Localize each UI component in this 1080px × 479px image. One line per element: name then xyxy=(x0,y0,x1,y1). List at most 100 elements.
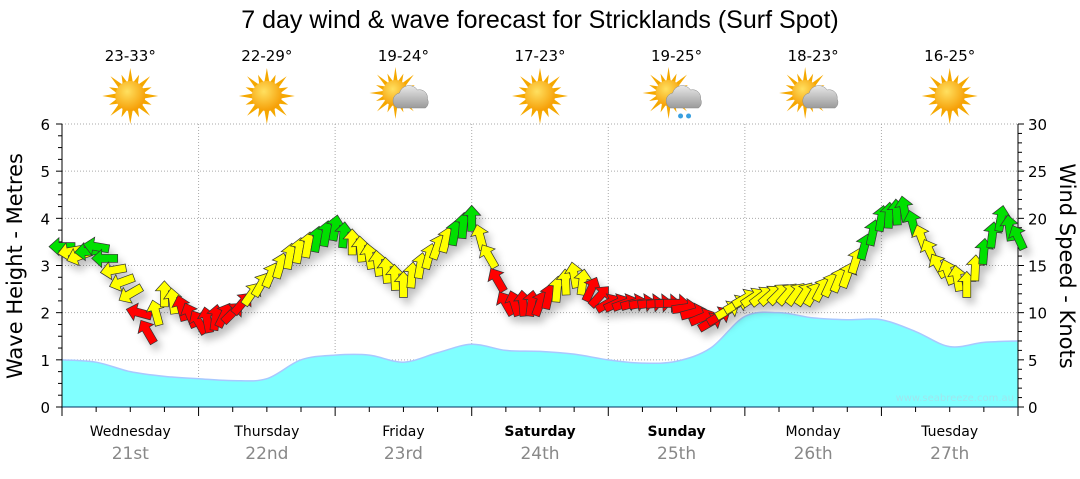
sun-ray xyxy=(264,68,270,83)
wind-arrow-yellow xyxy=(564,261,584,289)
sun-ray xyxy=(110,103,123,116)
sun-ray xyxy=(537,68,543,83)
wind-arrow-red xyxy=(487,267,508,294)
sun-ray xyxy=(387,103,393,113)
sun-ray xyxy=(650,74,662,87)
sun-disc xyxy=(934,81,965,111)
wind-arrow-yellow xyxy=(928,253,949,280)
sun-ray xyxy=(393,67,398,82)
sun-ray xyxy=(802,104,808,119)
sun-ray xyxy=(802,67,808,82)
day-label: Saturday xyxy=(504,424,575,440)
sun-ray xyxy=(110,76,123,89)
day-label: Friday xyxy=(382,424,424,440)
sun-ray xyxy=(264,109,270,124)
y-tick-label-left: 5 xyxy=(40,163,50,181)
sun-disc xyxy=(251,81,282,111)
y-axis-label-right: Wind Speed - Knots xyxy=(1055,163,1079,368)
y-tick-label-left: 4 xyxy=(40,210,50,228)
sun-ray xyxy=(377,99,389,112)
sun-ray xyxy=(102,93,117,99)
y-tick-label-right: 25 xyxy=(1028,163,1047,181)
sun-ray xyxy=(376,95,386,102)
wind-arrow-yellow xyxy=(99,261,128,281)
sun-ray xyxy=(247,103,259,116)
sun-ray xyxy=(553,93,568,99)
sun-ray xyxy=(376,84,386,91)
sunny-icon xyxy=(921,68,978,124)
sun-disc xyxy=(525,81,555,111)
sun-ray xyxy=(671,73,677,83)
cloud-shape xyxy=(802,85,839,109)
sun-ray xyxy=(666,67,671,82)
wind-arrow-red xyxy=(137,319,158,346)
sun-ray xyxy=(393,104,398,119)
sun-ray xyxy=(660,103,667,113)
date-label: 26th xyxy=(794,444,833,464)
y-tick-label-left: 6 xyxy=(40,116,50,134)
sun-ray xyxy=(675,74,687,87)
day-temperature: 19-25° xyxy=(651,47,702,65)
wind-arrow-red xyxy=(125,302,153,322)
day-label: Thursday xyxy=(233,424,299,440)
day-temperature: 16-25° xyxy=(924,47,975,65)
sun-ray xyxy=(785,95,796,102)
sun-ray xyxy=(247,76,259,89)
chart-title: 7 day wind & wave forecast for Stricklan… xyxy=(241,6,838,34)
wave-height-area xyxy=(62,312,1018,407)
sun-ray xyxy=(547,76,560,89)
day-temperature: 17-23° xyxy=(514,47,565,65)
sun-ray xyxy=(660,73,667,83)
sun-ray xyxy=(537,109,543,124)
wind-arrow-yellow xyxy=(118,283,145,304)
sun-ray xyxy=(127,109,133,124)
y-tick-label-left: 3 xyxy=(40,258,50,276)
sun-ray xyxy=(921,93,936,99)
watermark: www.seabreeze.com.au xyxy=(896,393,1014,404)
sun-ray xyxy=(274,103,287,116)
sun-ray xyxy=(144,93,159,99)
day-label: Wednesday xyxy=(90,424,171,440)
sun-ray xyxy=(138,103,151,116)
sun-ray xyxy=(512,93,527,99)
showers-icon xyxy=(642,67,702,119)
wave-height-line xyxy=(61,311,1019,382)
sunny-icon xyxy=(512,68,568,124)
wind-arrow-yellow xyxy=(145,299,165,327)
y-tick-label-left: 1 xyxy=(40,352,50,370)
wind-arrow-green xyxy=(1008,224,1028,252)
sun-ray xyxy=(138,76,151,89)
sunny-icon xyxy=(102,68,159,124)
day-temperature: 22-29° xyxy=(241,47,292,65)
sun-ray xyxy=(642,90,657,96)
wind-arrow-yellow xyxy=(478,244,500,270)
day-temperature: 18-23° xyxy=(788,47,839,65)
sun-ray xyxy=(797,73,803,83)
sun-ray xyxy=(377,74,389,87)
wind-arrow-green xyxy=(91,248,119,269)
y-tick-label-right: 10 xyxy=(1028,305,1047,323)
sun-ray xyxy=(649,95,659,102)
cloud-shape xyxy=(392,85,429,109)
sun-ray xyxy=(947,68,953,83)
sun-ray xyxy=(947,109,953,124)
y-tick-label-right: 30 xyxy=(1028,116,1047,134)
sun-ray xyxy=(811,74,824,87)
sun-ray xyxy=(520,76,533,89)
sun-ray xyxy=(786,99,799,112)
partly-cloudy-icon xyxy=(779,67,839,119)
sun-ray xyxy=(402,74,414,87)
sun-ray xyxy=(369,90,384,96)
y-tick-label-right: 15 xyxy=(1028,258,1047,276)
day-label: Sunday xyxy=(647,424,705,440)
sun-ray xyxy=(238,93,254,99)
sun-disc xyxy=(115,81,146,111)
y-tick-label-left: 0 xyxy=(40,399,50,417)
sun-ray xyxy=(280,93,295,99)
wind-arrow-red xyxy=(171,294,191,322)
sun-ray xyxy=(957,103,970,116)
y-tick-label-right: 20 xyxy=(1028,210,1047,228)
date-label: 23rd xyxy=(384,444,423,464)
date-label: 24th xyxy=(520,444,559,464)
date-label: 21st xyxy=(112,444,149,464)
